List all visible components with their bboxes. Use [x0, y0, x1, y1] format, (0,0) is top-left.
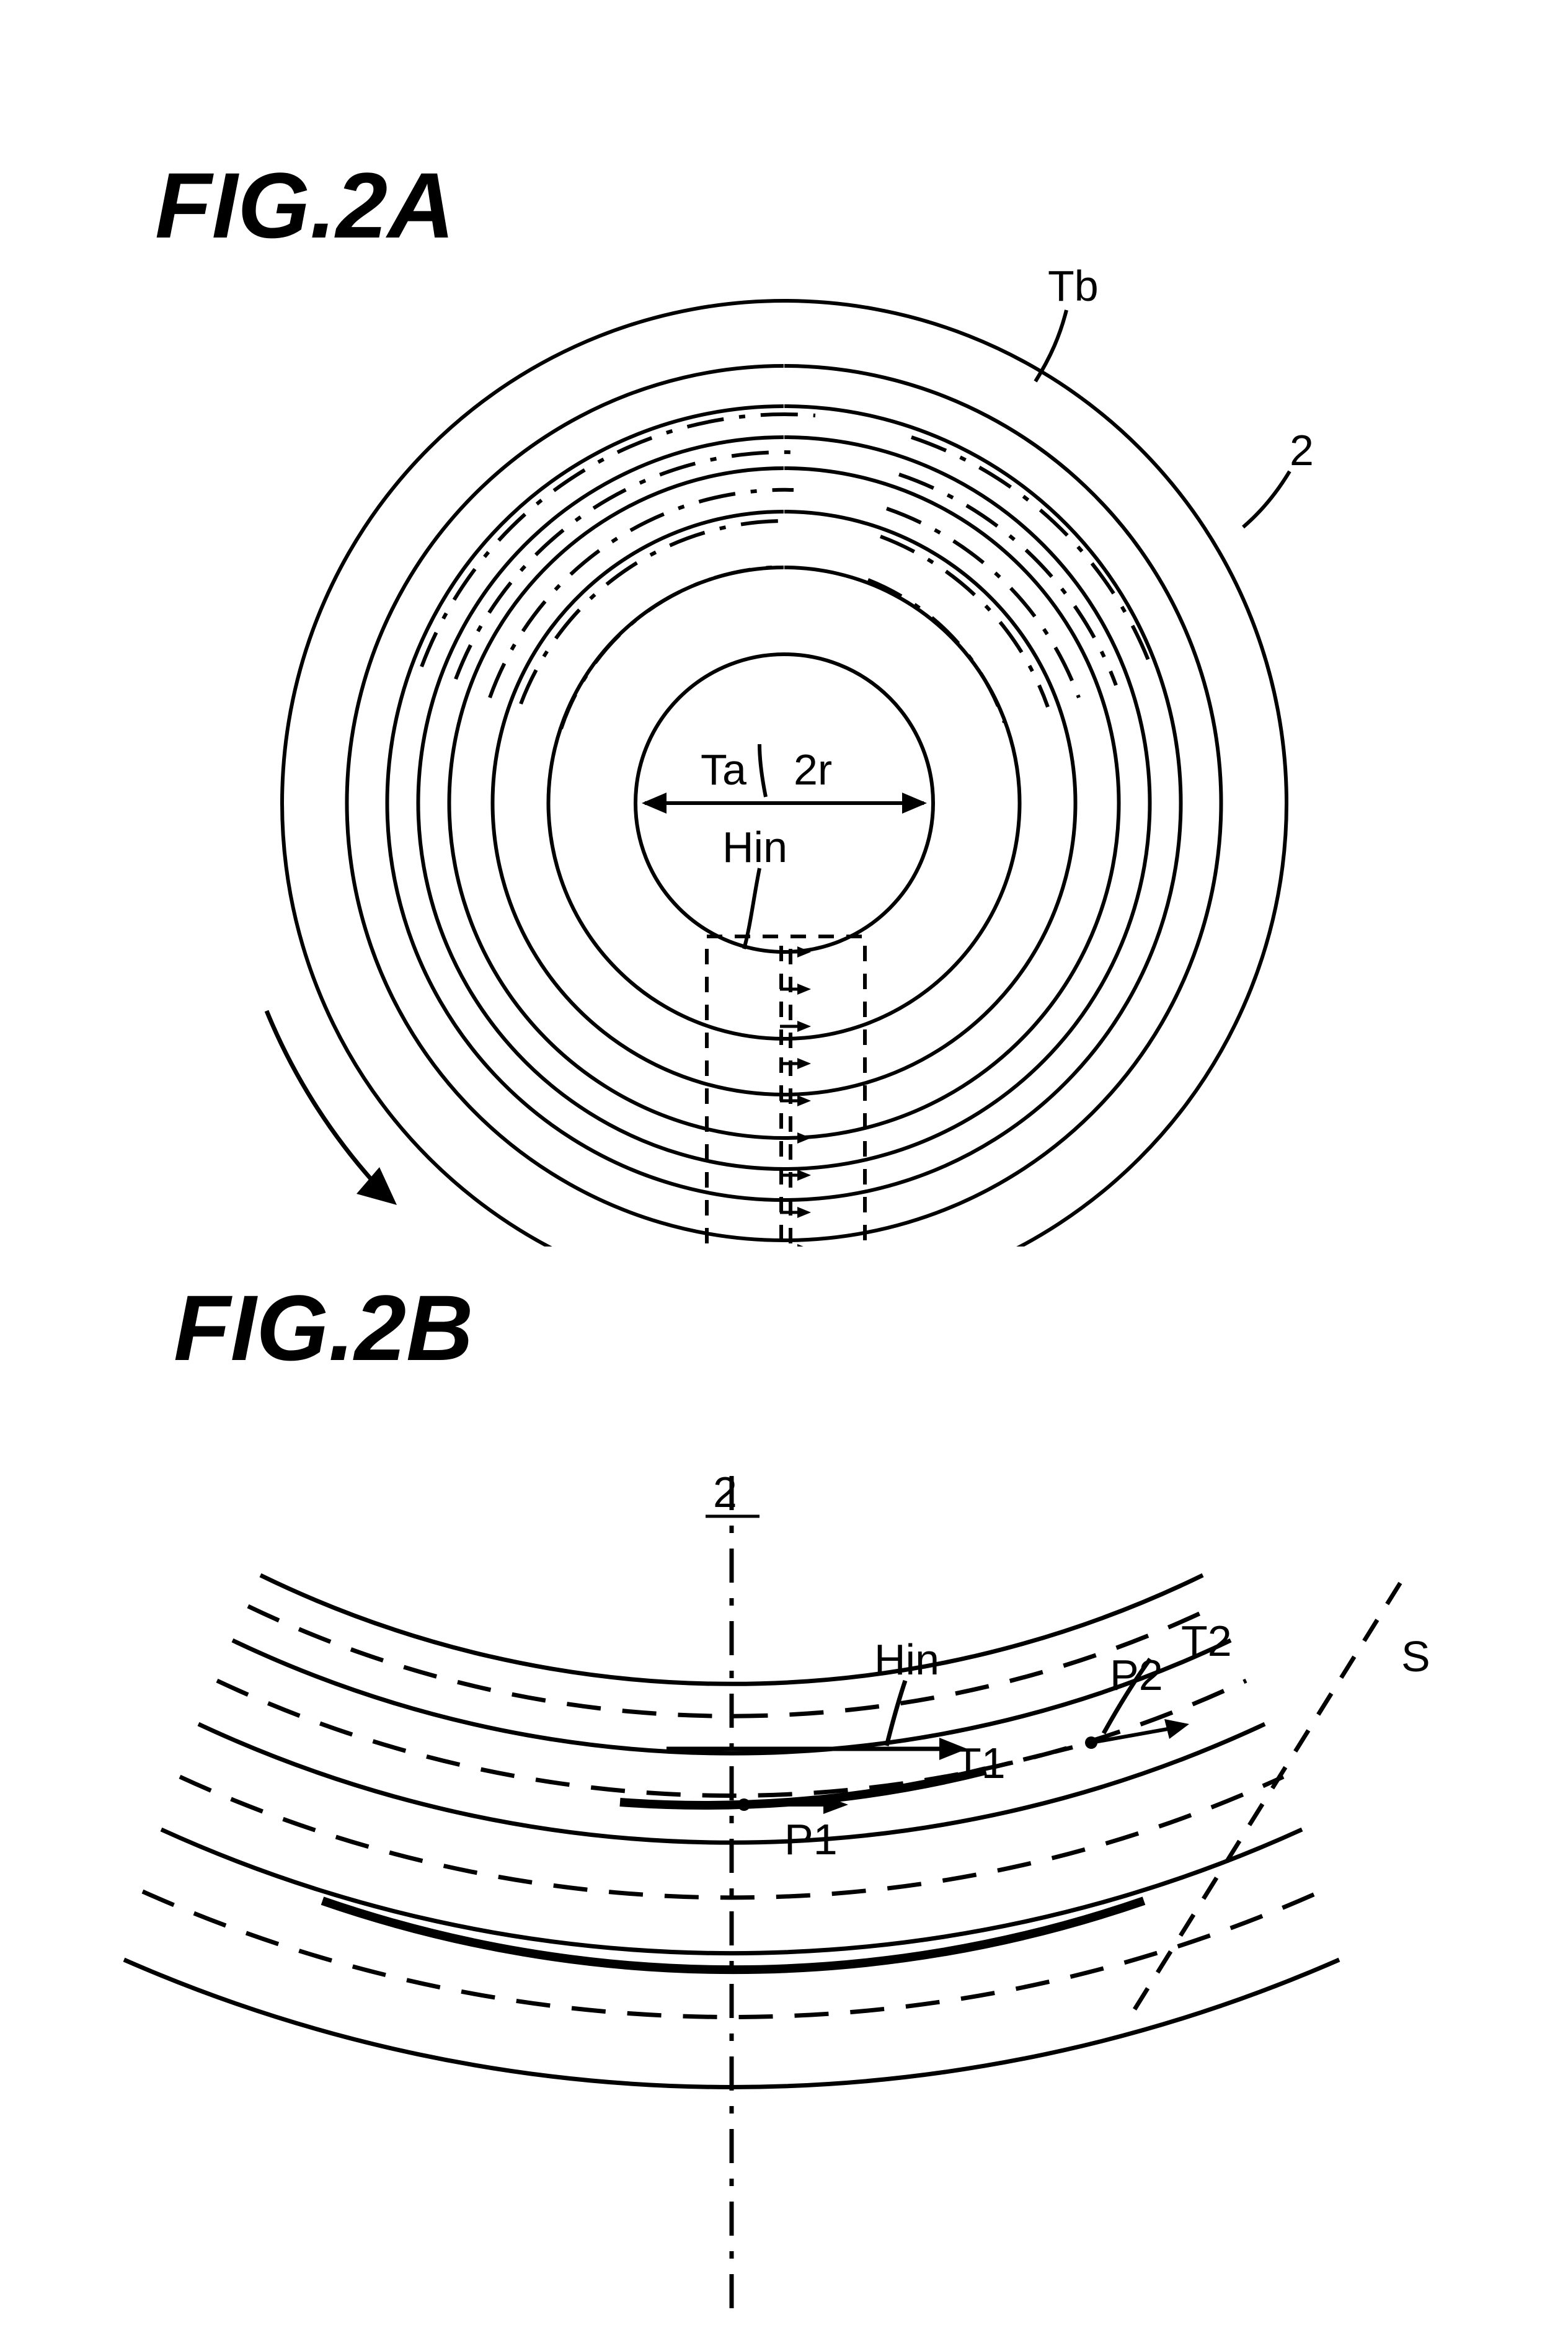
- leader-hin-b: [887, 1681, 905, 1746]
- dash-tracks: [422, 414, 1153, 729]
- label-tb: Tb: [1048, 262, 1099, 310]
- label-s: S: [1401, 1632, 1430, 1681]
- label-2r: 2r: [794, 745, 832, 794]
- diameter-arrow: [642, 793, 927, 814]
- label-hin-b: Hin: [874, 1635, 939, 1684]
- fig-2a-diagram: Tb 2 Ta 2r Hin 50 51: [0, 143, 1568, 1247]
- leader-ta: [760, 744, 766, 797]
- disc-outer: [282, 301, 1287, 1247]
- fig-2b-label: FIG.2B: [174, 1274, 473, 1382]
- leader-tb: [1035, 310, 1066, 381]
- p1-arrow: [704, 1795, 848, 1814]
- label-ta: Ta: [701, 745, 746, 794]
- hin-arrow: [667, 1738, 967, 1760]
- leader-2: [1243, 471, 1290, 527]
- label-t2: T2: [1181, 1617, 1232, 1665]
- label-p2: P2: [1110, 1651, 1163, 1699]
- label-t1: T1: [955, 1739, 1006, 1787]
- label-2: 2: [1290, 426, 1314, 474]
- fig-2b-diagram: 2 Hin T2 P2 T1 P1 S: [0, 1395, 1568, 2338]
- label-hin: Hin: [722, 823, 787, 871]
- p2-arrow: [992, 1719, 1189, 1767]
- label-2b: 2: [713, 1468, 737, 1516]
- label-p1: P1: [784, 1815, 838, 1864]
- rotation-arrow: [267, 1011, 397, 1205]
- s-line: [1135, 1581, 1401, 2009]
